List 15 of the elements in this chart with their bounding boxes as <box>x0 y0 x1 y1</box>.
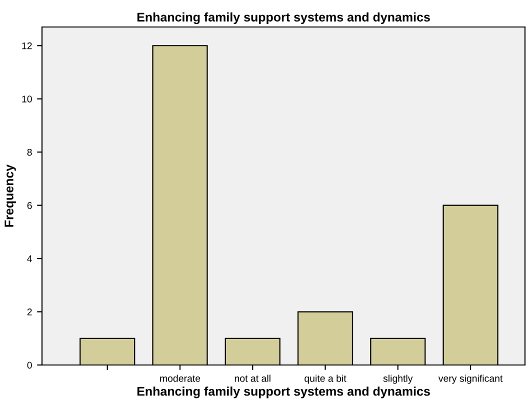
x-axis-title: Enhancing family support systems and dynamics <box>137 386 430 398</box>
y-tick-label: 4 <box>27 255 32 262</box>
x-tick-label: moderate <box>160 374 200 382</box>
y-axis-title: Frequency <box>4 164 16 227</box>
y-tick-label: 6 <box>27 202 32 209</box>
y-tick-label: 12 <box>22 42 32 50</box>
x-tick-label: slightly <box>383 374 413 384</box>
x-tick-label: very significant <box>438 374 503 384</box>
y-tick-label: 2 <box>27 308 32 316</box>
chart-title: Enhancing family support systems and dynamics <box>137 12 430 24</box>
y-tick-label: 8 <box>27 148 32 156</box>
y-tick-label: 0 <box>27 362 32 369</box>
x-tick-label: quite a bit <box>304 374 346 384</box>
x-tick-label: not at all <box>234 374 270 382</box>
y-tick-label: 10 <box>22 96 32 102</box>
